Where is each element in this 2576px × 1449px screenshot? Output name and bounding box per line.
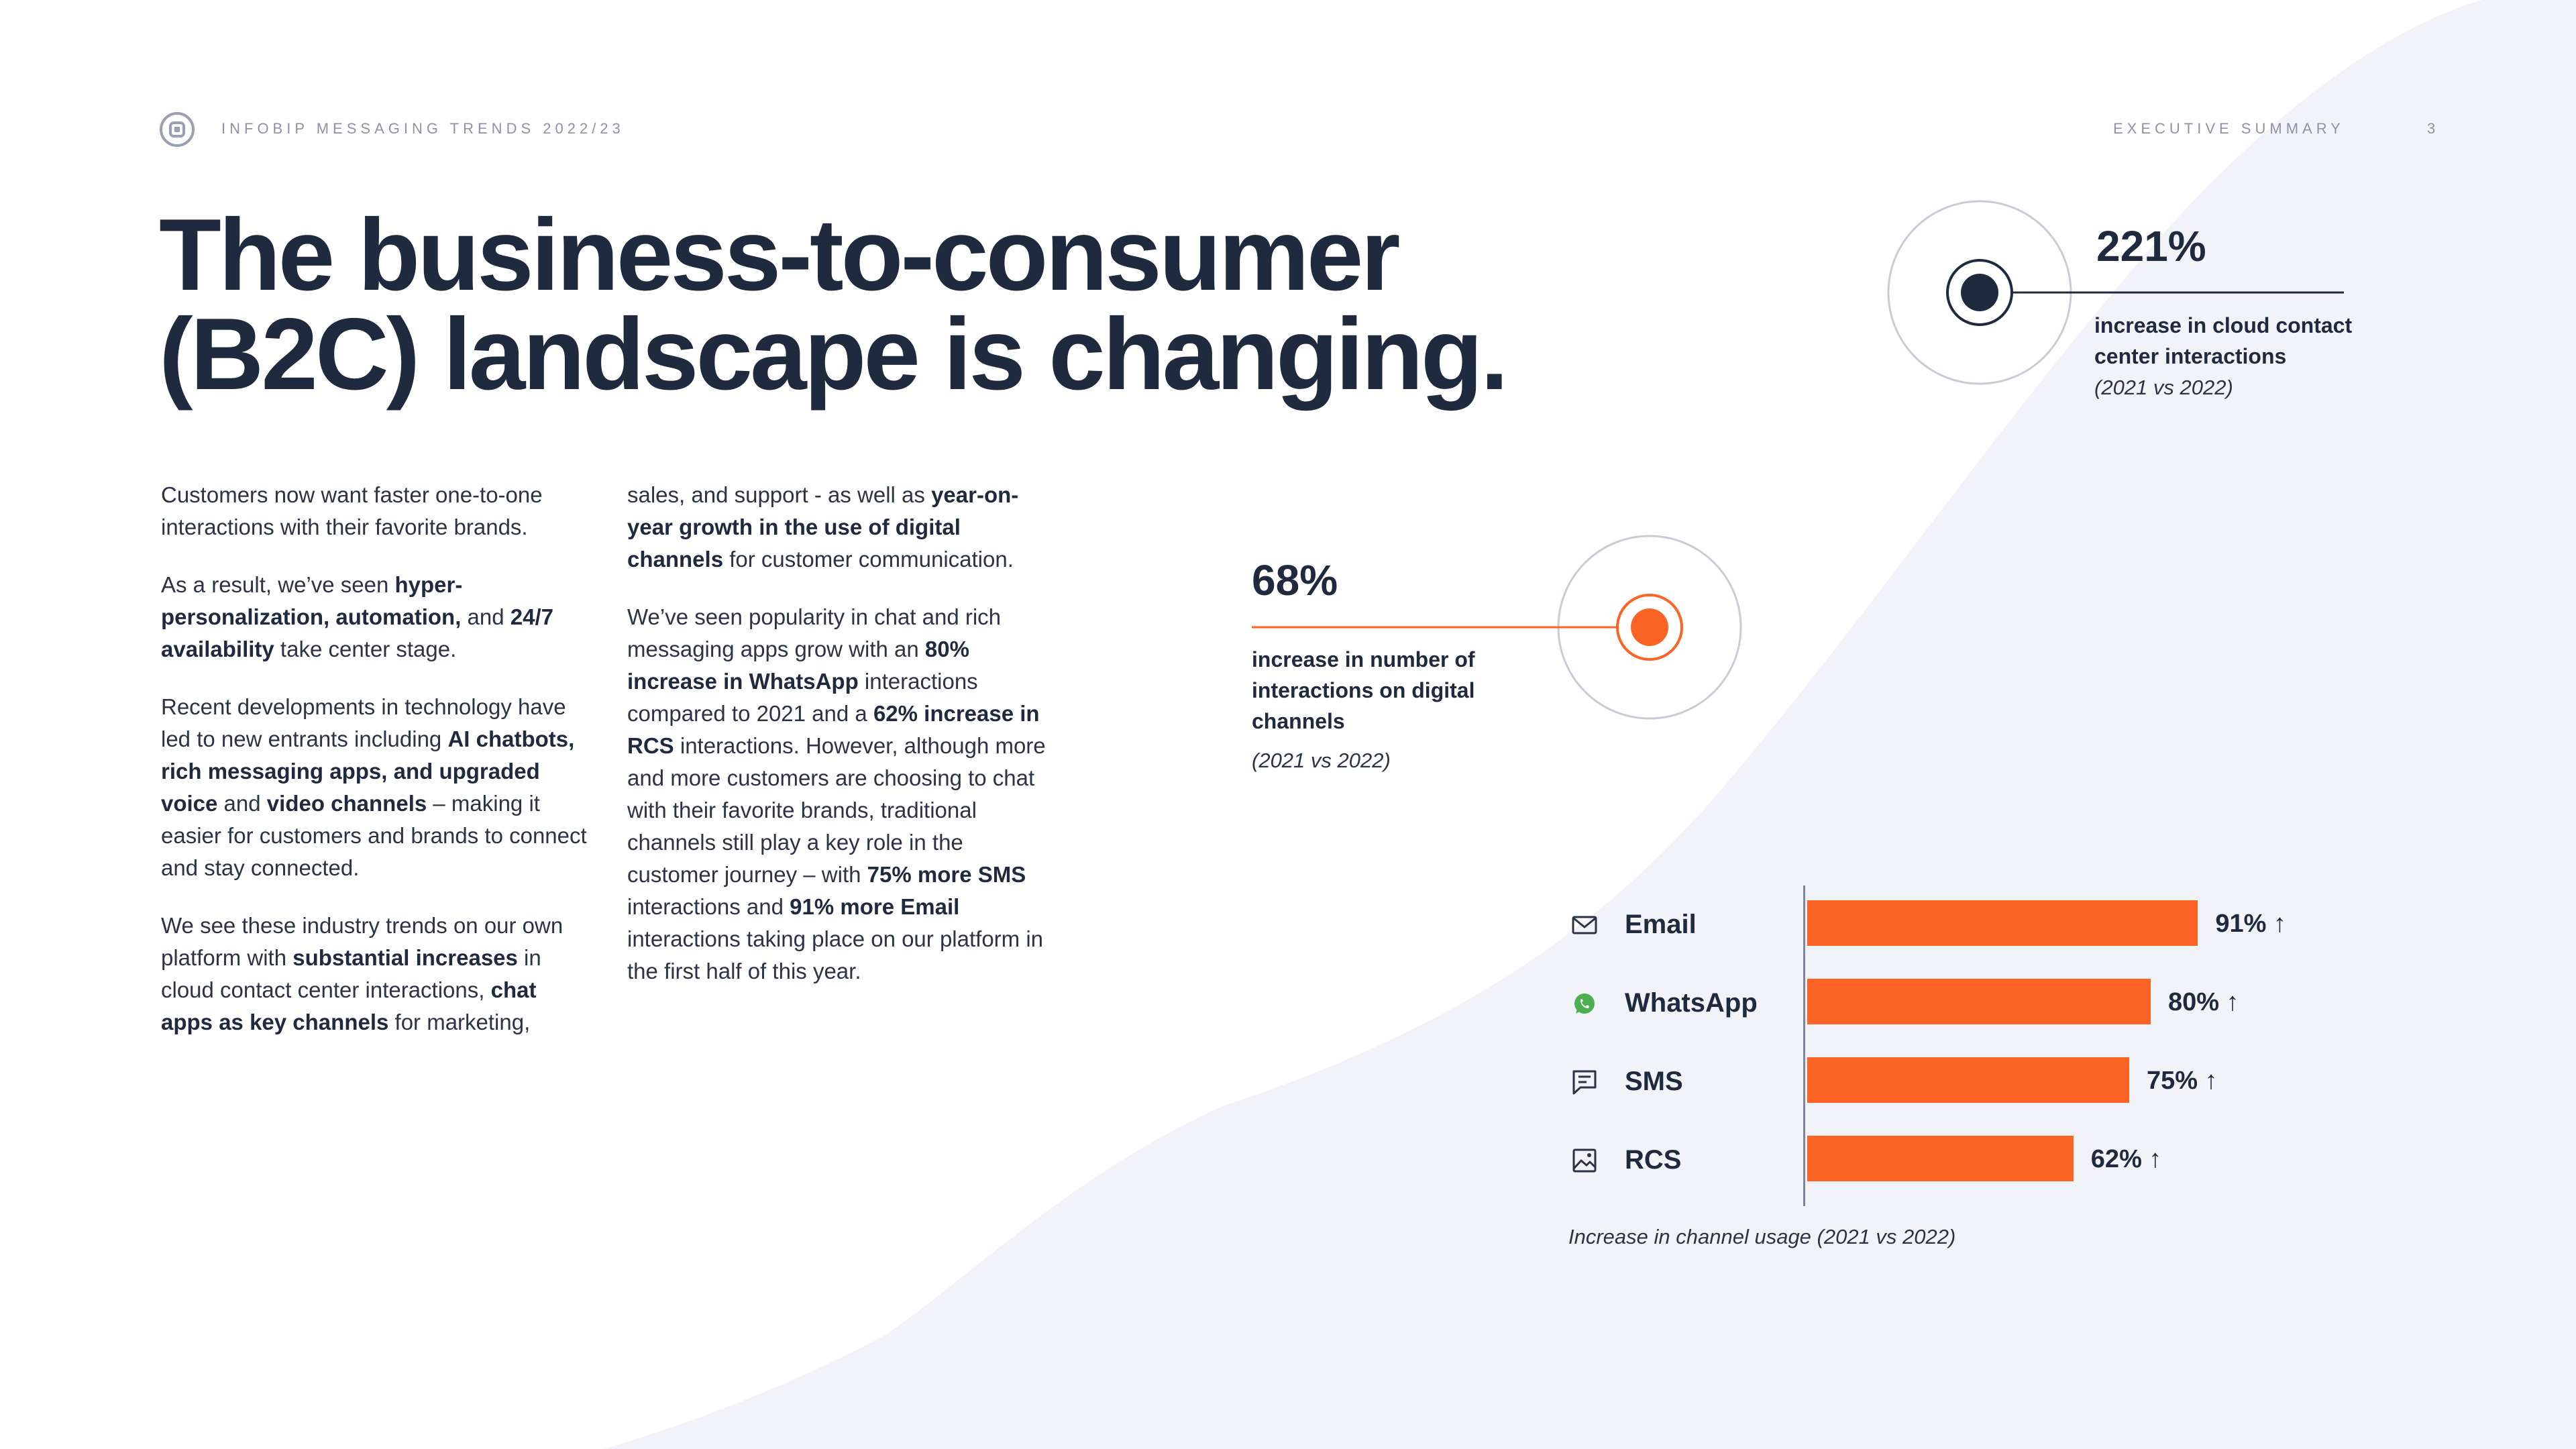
emphasis-text: 24/7 availability xyxy=(161,604,554,661)
emphasis-text: 62% increase in RCS xyxy=(627,701,1040,758)
body-text: We see these industry trends on our own … xyxy=(161,913,564,970)
page-headline: The business-to-consumer (B2C) landscape… xyxy=(159,198,1509,411)
section-title: EXECUTIVE SUMMARY xyxy=(2113,120,2345,137)
chart-row-rcs: RCS 62% ↑ xyxy=(1563,1136,2368,1183)
emphasis-text: substantial increases xyxy=(292,945,518,970)
digital-stat-value: 68% xyxy=(1252,556,1338,604)
body-text: sales, and support - as well as xyxy=(627,482,932,507)
infobip-logo-icon xyxy=(160,112,195,147)
body-text: interactions taking place on our platfor… xyxy=(627,926,1044,983)
cloud-stat-value: 221% xyxy=(2096,222,2206,270)
bar xyxy=(1807,979,2151,1024)
emphasis-text: 80% increase in WhatsApp xyxy=(627,637,969,694)
bar-label: RCS xyxy=(1625,1145,1682,1175)
bar xyxy=(1807,900,2198,946)
bar-label: Email xyxy=(1625,910,1697,939)
body-paragraph: Customers now want faster one-to-one int… xyxy=(161,479,590,543)
chat-icon xyxy=(1572,1070,1597,1095)
emphasis-text: 75% more SMS xyxy=(867,862,1026,887)
page-number: 3 xyxy=(2427,120,2436,137)
bar-label: SMS xyxy=(1625,1067,1683,1096)
body-column-1: Customers now want faster one-to-one int… xyxy=(161,479,590,1064)
body-text: take center stage. xyxy=(274,637,457,661)
body-paragraph: Recent developments in technology have l… xyxy=(161,691,590,884)
body-text: in cloud contact center interactions, xyxy=(161,945,541,1002)
body-text: Customers now want faster one-to-one int… xyxy=(161,482,543,539)
mail-icon xyxy=(1572,916,1597,934)
publication-title: INFOBIP MESSAGING TRENDS 2022/23 xyxy=(221,120,625,137)
emphasis-text: AI chatbots, rich messaging apps, and up… xyxy=(161,727,575,816)
emphasis-text: hyper-personalization, automation, xyxy=(161,572,463,629)
digital-stat-description: increase in number of interactions on di… xyxy=(1252,647,1475,733)
body-text: for customer communication. xyxy=(723,547,1014,572)
chart-row-sms: SMS 75% ↑ xyxy=(1563,1057,2368,1104)
chart-row-whatsapp: WhatsApp 80% ↑ xyxy=(1563,979,2368,1026)
chart-caption: Increase in channel usage (2021 vs 2022) xyxy=(1568,1225,1956,1248)
body-paragraph: We see these industry trends on our own … xyxy=(161,910,590,1038)
headline-line-2: (B2C) landscape is changing. xyxy=(159,297,1509,411)
bar-value-label: 75% ↑ xyxy=(2147,1067,2218,1095)
emphasis-text: chat apps as key channels xyxy=(161,977,537,1034)
bar-value-label: 62% ↑ xyxy=(2090,1145,2162,1173)
bar-label: WhatsApp xyxy=(1625,988,1758,1018)
bar xyxy=(1807,1136,2074,1181)
body-text: interactions. However, although more and… xyxy=(627,733,1046,887)
emphasis-text: video channels xyxy=(266,791,427,816)
bar-value-label: 80% ↑ xyxy=(2168,988,2239,1016)
channel-usage-chart: Email 91% ↑ WhatsApp 80% ↑ SMS 75% ↑ RCS xyxy=(1563,879,2368,1228)
body-text: interactions compared to 2021 and a xyxy=(627,669,978,726)
body-text: We’ve seen popularity in chat and rich m… xyxy=(627,604,1002,661)
image-icon xyxy=(1572,1148,1597,1173)
body-text: and xyxy=(217,791,267,816)
body-text: and xyxy=(461,604,511,629)
emphasis-text: year-on-year growth in the use of digita… xyxy=(627,482,1019,572)
body-text: for marketing, xyxy=(388,1010,531,1034)
body-text: As a result, we’ve seen xyxy=(161,572,395,597)
body-paragraph: We’ve seen popularity in chat and rich m… xyxy=(627,601,1057,987)
body-text: interactions and xyxy=(627,894,790,919)
cloud-stat-description: increase in cloud contact center interac… xyxy=(2094,313,2353,368)
bar xyxy=(1807,1057,2129,1103)
whatsapp-icon xyxy=(1574,994,1595,1014)
chart-axis-line xyxy=(1803,885,1805,1206)
body-paragraph: As a result, we’ve seen hyper-personaliz… xyxy=(161,569,590,665)
body-column-2: sales, and support - as well as year-on-… xyxy=(627,479,1057,1013)
body-text: – making it easier for customers and bra… xyxy=(161,791,587,880)
digital-stat-period: (2021 vs 2022) xyxy=(1252,749,1391,772)
bar-value-label: 91% ↑ xyxy=(2215,910,2287,938)
emphasis-text: 91% more Email xyxy=(790,894,960,919)
chart-row-email: Email 91% ↑ xyxy=(1563,900,2368,947)
body-paragraph: sales, and support - as well as year-on-… xyxy=(627,479,1057,576)
cloud-stat-period: (2021 vs 2022) xyxy=(2094,376,2233,399)
body-text: Recent developments in technology have l… xyxy=(161,694,566,751)
headline-line-1: The business-to-consumer xyxy=(159,198,1401,312)
